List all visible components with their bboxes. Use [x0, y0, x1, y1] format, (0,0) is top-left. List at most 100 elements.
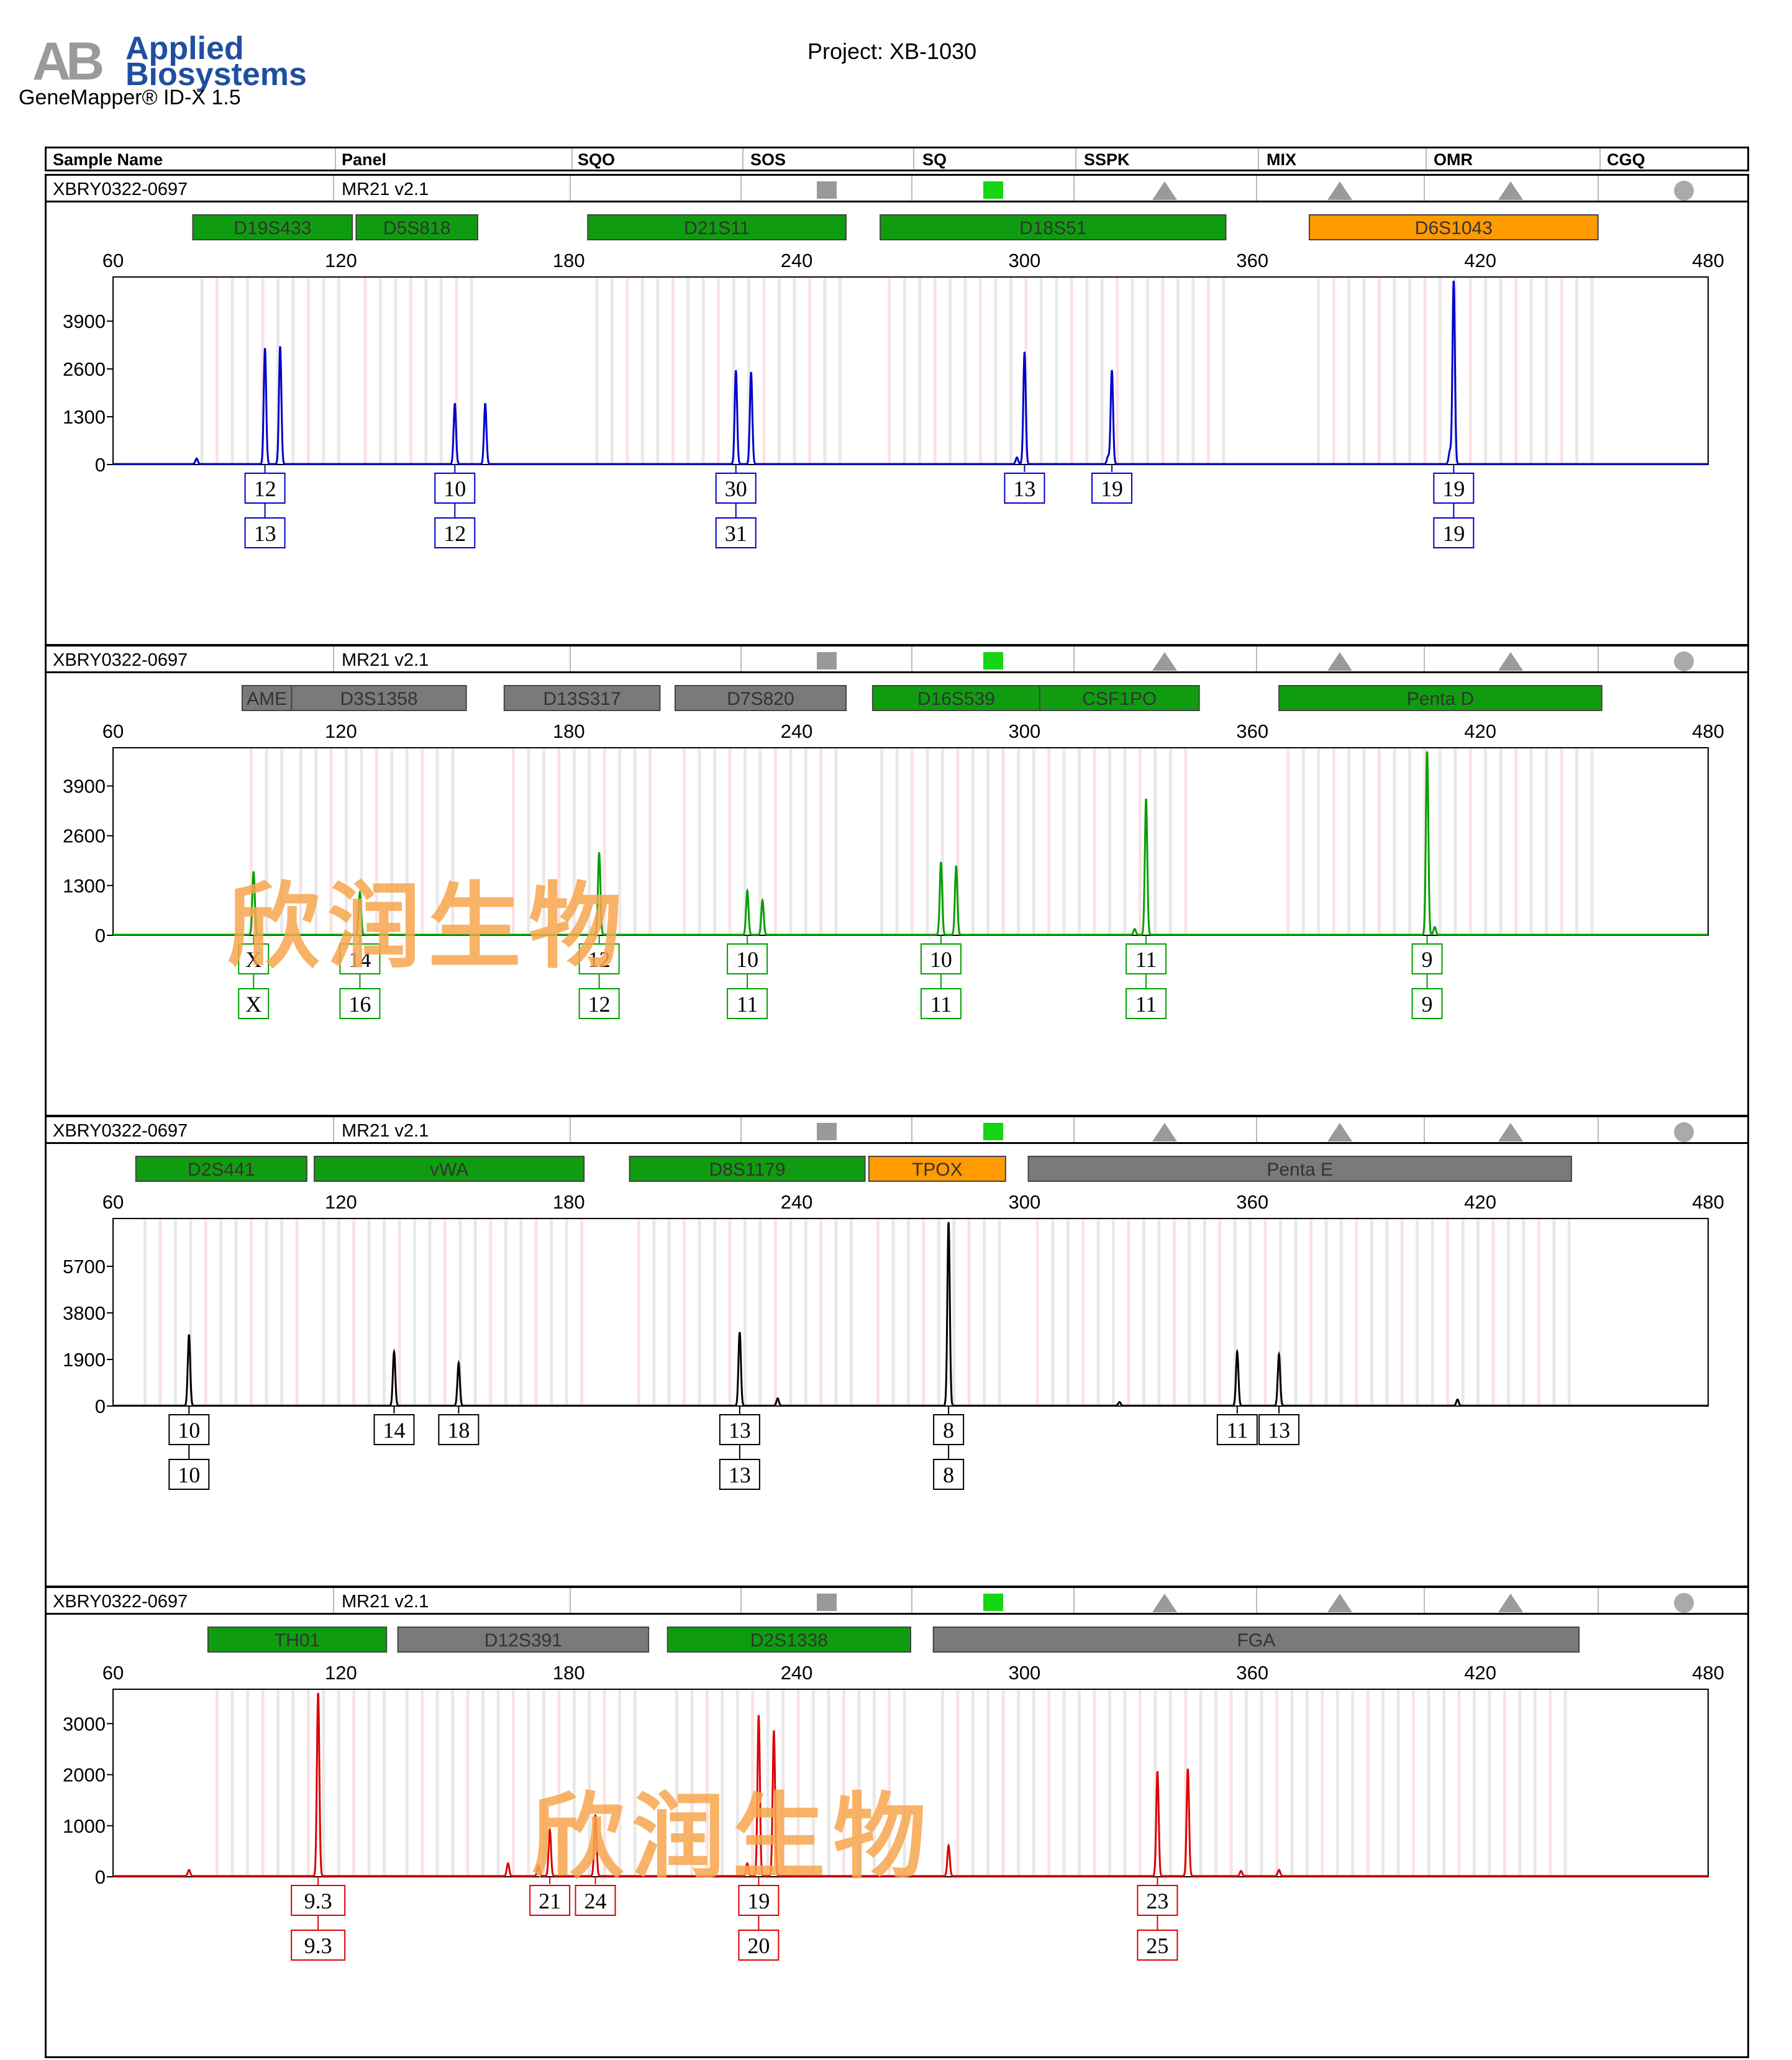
- allele-box: [1137, 1885, 1178, 1916]
- sample-info-row[interactable]: XBRY0322-0697 MR21 v2.1: [47, 176, 1747, 202]
- bin-marker: [439, 277, 443, 465]
- allele-box: [738, 1930, 780, 1961]
- electropherogram-chart: AME D3S1358 D13S317 D7S820 D16S539 CSF1PO Pent…: [63, 685, 1724, 1019]
- bin-marker: [280, 1218, 284, 1406]
- bin-marker: [1078, 1689, 1081, 1877]
- bin-marker: [1545, 277, 1549, 465]
- locus-bar: D6S1043: [1309, 214, 1599, 240]
- locus-bar-fill: [871, 685, 1040, 711]
- x-tick-label: 60: [102, 1191, 124, 1213]
- bin-marker: [200, 277, 204, 465]
- locus-bar-fill: [397, 1627, 650, 1653]
- bin-marker: [952, 1218, 956, 1406]
- bin-marker: [967, 1218, 971, 1406]
- locus-bar: D12S391: [397, 1627, 650, 1653]
- bin-marker: [1138, 748, 1142, 935]
- x-tick-label: 480: [1692, 720, 1724, 742]
- x-tick-label: 60: [102, 1662, 124, 1684]
- allele-box: [1126, 988, 1167, 1019]
- bin-marker: [383, 1218, 386, 1406]
- bin-marker: [1529, 748, 1533, 935]
- electropherogram-panel-red: XBRY0322-0697 MR21 v2.1 TH01 D12S391 D2S13…: [45, 1586, 1749, 2058]
- bin-marker: [1138, 1689, 1142, 1877]
- sample-info-row[interactable]: XBRY0322-0697 MR21 v2.1: [47, 1588, 1747, 1615]
- bin-marker: [1032, 748, 1035, 935]
- bin-marker: [352, 1689, 356, 1877]
- bin-marker: [322, 277, 325, 465]
- bin-marker: [728, 748, 732, 935]
- bin-marker: [922, 1218, 926, 1406]
- locus-bar-fill: [1027, 1156, 1572, 1182]
- allele-call: 23 25: [1137, 1877, 1178, 1961]
- allele-box: [1004, 473, 1045, 504]
- bin-marker: [542, 1689, 545, 1877]
- bin-marker: [713, 1218, 717, 1406]
- bin-marker: [713, 748, 717, 935]
- bin-marker: [683, 1218, 686, 1406]
- panel-name: MR21 v2.1: [342, 1592, 429, 1612]
- mix-quality-icon: [1327, 1594, 1352, 1612]
- bin-marker: [1062, 748, 1066, 935]
- bin-marker: [1506, 1218, 1510, 1406]
- bin-marker: [1286, 748, 1290, 935]
- allele-box: [1411, 943, 1443, 974]
- bin-marker: [1168, 748, 1172, 935]
- sample-info-row[interactable]: XBRY0322-0697 MR21 v2.1: [47, 647, 1747, 673]
- locus-bar: D3S1358: [291, 685, 467, 711]
- bin-marker: [527, 748, 530, 935]
- bin-marker: [443, 1218, 447, 1406]
- bin-marker: [1047, 1689, 1051, 1877]
- bin-marker: [701, 277, 705, 465]
- allele-label: 20: [747, 1933, 770, 1958]
- bin-marker: [435, 1689, 439, 1877]
- bin-marker: [428, 1218, 432, 1406]
- x-tick-label: 240: [781, 720, 813, 742]
- cgq-quality-icon: [1674, 181, 1694, 201]
- x-tick-label: 360: [1236, 250, 1268, 271]
- bin-marker: [1438, 748, 1442, 935]
- bin-marker: [1575, 748, 1578, 935]
- bin-marker: [880, 748, 884, 935]
- allele-label: 25: [1146, 1933, 1168, 1958]
- bin-marker: [1070, 277, 1073, 465]
- allele-label: 8: [943, 1463, 954, 1487]
- bin-marker: [762, 277, 766, 465]
- col-sspk: SSPK: [1084, 150, 1130, 169]
- locus-name: AME: [247, 689, 287, 709]
- bin-marker: [550, 1218, 553, 1406]
- bin-marker: [986, 748, 990, 935]
- bin-marker: [280, 748, 284, 935]
- sample-info-row[interactable]: XBRY0322-0697 MR21 v2.1: [47, 1117, 1747, 1144]
- allele-box: [719, 1459, 760, 1490]
- allele-box: [244, 473, 286, 504]
- bin-marker: [804, 748, 807, 935]
- allele-label: 11: [1135, 992, 1157, 1017]
- bin-marker: [1107, 1689, 1111, 1877]
- bin-marker: [1366, 1689, 1370, 1877]
- bin-marker: [1107, 748, 1111, 935]
- bin-marker: [1484, 277, 1488, 465]
- allele-call: 14: [373, 1406, 415, 1445]
- locus-bar: D2S1338: [666, 1627, 912, 1653]
- allele-label: 10: [443, 476, 466, 501]
- bin-marker: [1560, 277, 1563, 465]
- bin-marker: [937, 1218, 940, 1406]
- bin-marker: [1518, 1689, 1522, 1877]
- bin-marker: [1533, 1689, 1537, 1877]
- bin-marker: [1290, 1689, 1294, 1877]
- product-name: GeneMapper® ID-X 1.5: [19, 86, 241, 109]
- x-tick-label: 120: [325, 720, 357, 742]
- bin-marker: [219, 1218, 223, 1406]
- bin-marker: [766, 1689, 770, 1877]
- bin-marker: [834, 748, 838, 935]
- allele-box: [438, 1414, 480, 1445]
- allele-call: 13: [1004, 465, 1045, 504]
- bin-marker: [735, 1689, 739, 1877]
- x-tick-label: 180: [553, 720, 585, 742]
- locus-bar-fill: [868, 1156, 1006, 1182]
- locus-name: D18S51: [1019, 218, 1086, 238]
- locus-bar-fill: [587, 214, 847, 240]
- bin-marker: [876, 1218, 880, 1406]
